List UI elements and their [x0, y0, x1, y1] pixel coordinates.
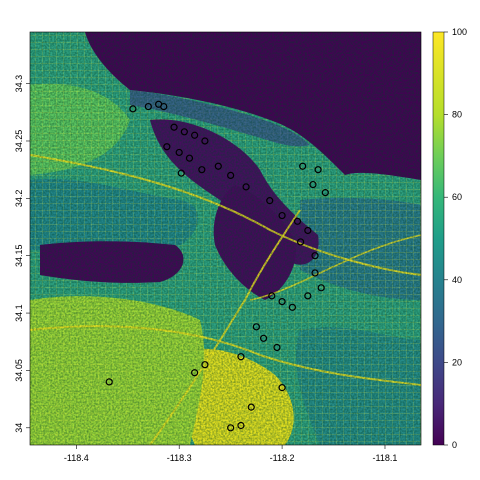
point-marker [237, 421, 245, 430]
point-marker [259, 334, 268, 342]
point-marker [180, 128, 188, 136]
point-marker [317, 284, 325, 292]
point-marker [198, 166, 206, 174]
point-marker [177, 169, 185, 177]
point-marker [252, 323, 260, 331]
point-marker [105, 378, 113, 386]
point-marker [278, 297, 286, 306]
point-marker [144, 102, 152, 111]
point-marker [293, 217, 302, 225]
raster-map [30, 32, 421, 445]
y-tick-label: 34.25 [14, 130, 24, 153]
point-marker [201, 361, 209, 369]
point-marker [268, 292, 276, 300]
point-marker [191, 369, 199, 377]
point-marker [321, 189, 329, 197]
point-marker [237, 353, 245, 361]
point-marker [304, 226, 312, 235]
point-marker [288, 303, 296, 311]
colorbar-tick-label: 20 [452, 357, 462, 367]
point-marker [242, 183, 250, 191]
colorbar-tick-label: 0 [452, 440, 457, 450]
point-marker [299, 162, 307, 170]
point-marker [297, 238, 305, 246]
x-tick-label: -118.2 [270, 453, 295, 463]
colorbar-axis: 0 20 40 60 80 100 [444, 27, 467, 450]
x-axis: -118.4 -118.3 -118.2 -118.1 [64, 445, 398, 463]
point-marker [227, 171, 235, 180]
point-marker [304, 292, 312, 300]
y-tick-label: 34 [14, 423, 24, 433]
y-tick-label: 34.05 [14, 359, 24, 382]
colorbar-tick-label: 60 [452, 192, 462, 202]
point-marker [278, 384, 286, 392]
point-marker [175, 148, 183, 157]
point-marker [311, 252, 319, 260]
colorbar-tick-label: 40 [452, 275, 462, 285]
plot-border [29, 31, 422, 446]
point-marker [185, 154, 194, 162]
point-marker [266, 197, 274, 205]
point-marker [201, 137, 209, 145]
point-marker [273, 343, 281, 352]
y-tick-label: 34.2 [14, 190, 24, 208]
point-marker [278, 211, 286, 220]
colorbar-border [432, 31, 445, 446]
point-marker [129, 105, 137, 113]
y-tick-label: 34.1 [14, 304, 24, 322]
point-marker [191, 131, 199, 139]
raster-texture [30, 32, 421, 445]
colorbar-tick-label: 100 [452, 27, 467, 37]
point-marker [309, 180, 317, 189]
x-tick-label: -118.1 [373, 453, 398, 463]
point-marker [163, 143, 171, 151]
y-axis: 34 34.05 34.1 34.15 34.2 34.25 34.3 [14, 75, 30, 433]
point-marker [170, 123, 178, 131]
y-tick-label: 34.3 [14, 75, 24, 93]
x-tick-label: -118.3 [167, 453, 192, 463]
point-markers [105, 100, 329, 432]
point-marker [160, 102, 168, 111]
y-tick-label: 34.15 [14, 244, 24, 267]
point-marker [311, 269, 319, 277]
x-tick-label: -118.4 [64, 453, 89, 463]
point-marker [247, 403, 255, 411]
point-marker [227, 424, 235, 432]
point-marker [314, 166, 322, 174]
colorbar-tick-label: 80 [452, 110, 462, 120]
colorbar [433, 32, 444, 445]
point-marker [214, 162, 222, 170]
